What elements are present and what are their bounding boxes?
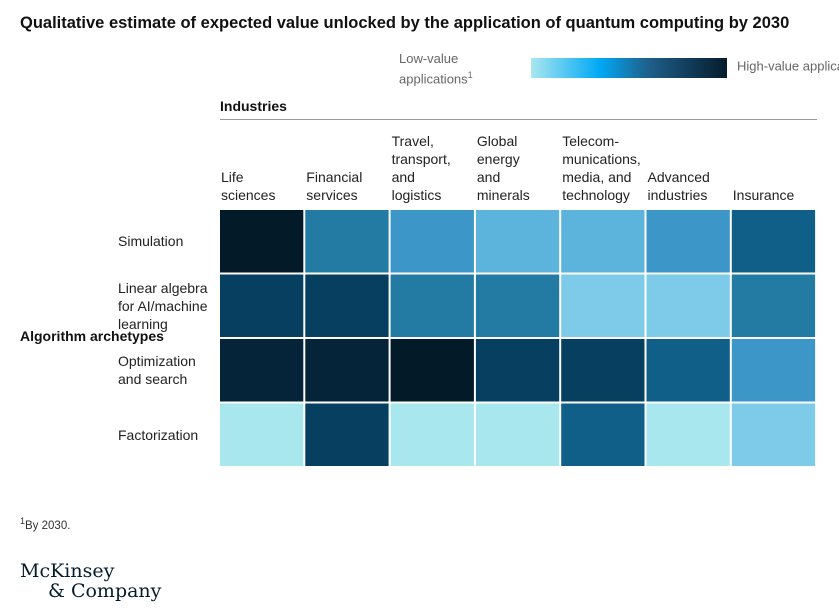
column-header: Global energy and minerals [476, 133, 530, 203]
heatmap-cell [305, 210, 389, 273]
heatmap-cell [220, 274, 304, 337]
column-header: Life sciences [221, 169, 276, 203]
heatmap-cell [390, 210, 474, 273]
heatmap-cell [305, 403, 389, 466]
heatmap-cell [475, 274, 560, 337]
x-axis-rule [220, 119, 817, 120]
heatmap-cell [731, 274, 816, 337]
legend-gradient-bar [531, 58, 727, 78]
logo-line-1: McKinsey [20, 560, 115, 582]
heatmap-cell [646, 274, 730, 337]
heatmap-cell [561, 403, 645, 466]
column-header: Advanced industries [647, 169, 710, 203]
heatmap-cell [220, 210, 304, 273]
legend-high-label: High-value applications1 [737, 58, 839, 74]
column-header: Travel, transport, and logistics [391, 133, 451, 203]
heatmap-cell [305, 339, 389, 402]
row-header: Factorization [118, 426, 199, 443]
heatmap-cell [305, 274, 389, 337]
y-axis-title: Algorithm archetypes [20, 328, 164, 344]
chart-title: Qualitative estimate of expected value u… [20, 14, 790, 32]
row-header: Simulation [118, 233, 184, 250]
row-header: Optimization and search [118, 353, 196, 388]
heatmap-cell [731, 403, 816, 466]
heatmap-cell [561, 274, 645, 337]
heatmap-cell [646, 339, 730, 402]
legend-low-superscript: 1 [467, 70, 473, 80]
legend-low-label: Low-value applications1 [399, 51, 473, 87]
heatmap-cell [475, 339, 560, 402]
footnote-marker: 1 [20, 516, 26, 526]
heatmap-cell [475, 210, 560, 273]
heatmap-cell [561, 339, 645, 402]
column-header: Financial services [306, 169, 363, 203]
heatmap-cell [390, 403, 474, 466]
heatmap-cell [390, 274, 474, 337]
heatmap-cell [475, 403, 560, 466]
logo-line-2: & Company [48, 580, 162, 602]
heatmap-cell [561, 210, 645, 273]
heatmap-cell [646, 210, 730, 273]
mckinsey-logo: McKinsey & Company [20, 561, 161, 601]
heatmap-cell [220, 403, 304, 466]
heatmap-cell [731, 339, 816, 402]
column-header: Telecom- munications, media, and technol… [562, 133, 641, 203]
heatmap-cell [220, 339, 304, 402]
column-header: Insurance [732, 187, 795, 203]
footnote: 1By 2030. [20, 516, 70, 532]
heatmap-cell [731, 210, 816, 273]
heatmap-cell [646, 403, 730, 466]
footnote-text: By 2030. [25, 519, 71, 532]
row-header: Linear algebra for AI/machine learning [118, 279, 208, 332]
heatmap-cell [390, 339, 474, 402]
x-axis-title: Industries [220, 98, 287, 114]
